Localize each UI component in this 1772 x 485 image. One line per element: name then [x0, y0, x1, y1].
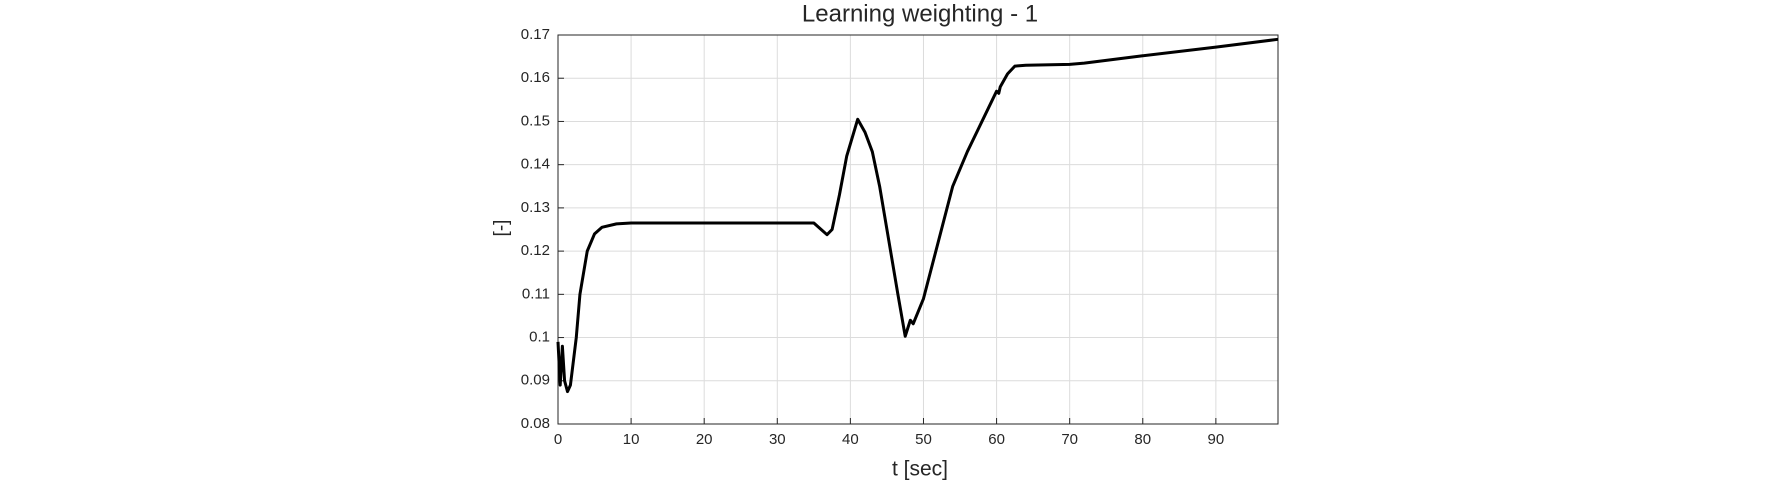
axes-box: [557, 34, 1279, 425]
x-axis-label: t [sec]: [892, 458, 948, 481]
plot-area: [558, 35, 1278, 424]
chart-title: Learning weighting - 1: [802, 0, 1038, 27]
x-tick-label: 90: [1208, 431, 1225, 448]
x-tick-label: 60: [988, 431, 1005, 448]
y-tick-label: 0.11: [522, 285, 550, 302]
x-tick-label: 20: [696, 431, 713, 448]
x-tick-label: 10: [623, 431, 640, 448]
data-line: [556, 37, 1279, 394]
x-tick-label: 80: [1134, 431, 1151, 448]
y-axis-label: [-]: [491, 220, 512, 237]
x-tick-label: 70: [1061, 431, 1078, 448]
x-tick-label: 30: [769, 431, 786, 448]
y-tick-label: 0.15: [521, 112, 550, 129]
y-tick-label: 0.14: [521, 156, 550, 173]
x-tick-label: 40: [842, 431, 859, 448]
y-tick-label: 0.09: [521, 372, 550, 389]
y-tick-label: 0.17: [521, 26, 550, 43]
y-tick-label: 0.13: [521, 199, 550, 216]
x-tick-label: 50: [915, 431, 932, 448]
x-tick-label: 0: [554, 431, 562, 448]
y-tick-label: 0.12: [521, 242, 550, 259]
y-tick-label: 0.16: [521, 69, 550, 86]
y-tick-label: 0.1: [529, 329, 550, 346]
y-tick-label: 0.08: [521, 415, 550, 432]
